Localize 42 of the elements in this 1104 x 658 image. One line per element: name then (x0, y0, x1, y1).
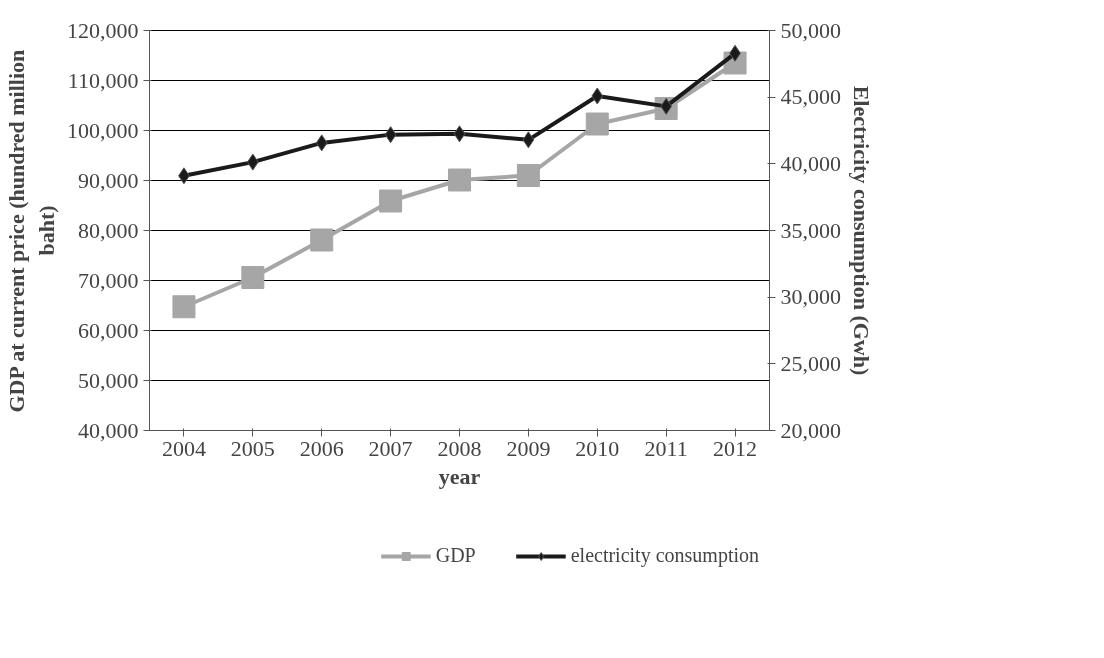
x-tick-label: 2006 (299, 435, 344, 461)
y2-tick-label: 40,000 (780, 150, 841, 176)
point (172, 295, 196, 319)
y2-tick-label: 30,000 (780, 284, 841, 310)
point (591, 87, 604, 105)
y-axis-title: GDP at current price (hundred million baht) (4, 49, 59, 413)
y-tick-label: 110,000 (67, 67, 139, 93)
x-tick-label: 2005 (230, 435, 275, 461)
x-tick-label: 2007 (368, 435, 413, 461)
x-tick-label: 2011 (644, 435, 688, 461)
point (453, 125, 466, 143)
point (516, 164, 540, 187)
y-tick-label: 120,000 (67, 17, 139, 43)
y-tick-label: 60,000 (78, 317, 139, 343)
x-tick-label: 2010 (575, 435, 620, 461)
legend-label: GDP (435, 544, 476, 567)
y2-tick-label: 45,000 (780, 84, 841, 110)
y-tick-label: 40,000 (78, 417, 139, 443)
point (585, 112, 609, 136)
y-tick-label: 50,000 (78, 367, 139, 393)
y2-tick-label: 20,000 (780, 417, 841, 443)
point (241, 266, 265, 289)
y-tick-label: 70,000 (78, 267, 139, 293)
y2-tick-label: 35,000 (780, 217, 841, 243)
point (448, 168, 471, 192)
point (310, 228, 334, 252)
x-axis-title: year (438, 463, 481, 489)
x-tick-label: 2009 (506, 435, 551, 461)
point (522, 131, 535, 149)
point (315, 134, 328, 152)
y2-tick-label: 25,000 (780, 350, 841, 376)
x-tick-label: 2012 (713, 435, 758, 461)
point (379, 189, 403, 213)
y2-tick-label: 50,000 (780, 17, 841, 43)
y-tick-label: 80,000 (78, 217, 139, 243)
y2-axis-title: Electricity consumption (Gwh) (849, 85, 874, 376)
x-tick-label: 2008 (437, 435, 482, 461)
y-tick-label: 90,000 (78, 167, 139, 193)
x-tick-label: 2004 (161, 435, 206, 461)
y-tick-label: 100,000 (67, 117, 139, 143)
legend-label: electricity consumption (570, 544, 759, 567)
point (384, 126, 397, 144)
